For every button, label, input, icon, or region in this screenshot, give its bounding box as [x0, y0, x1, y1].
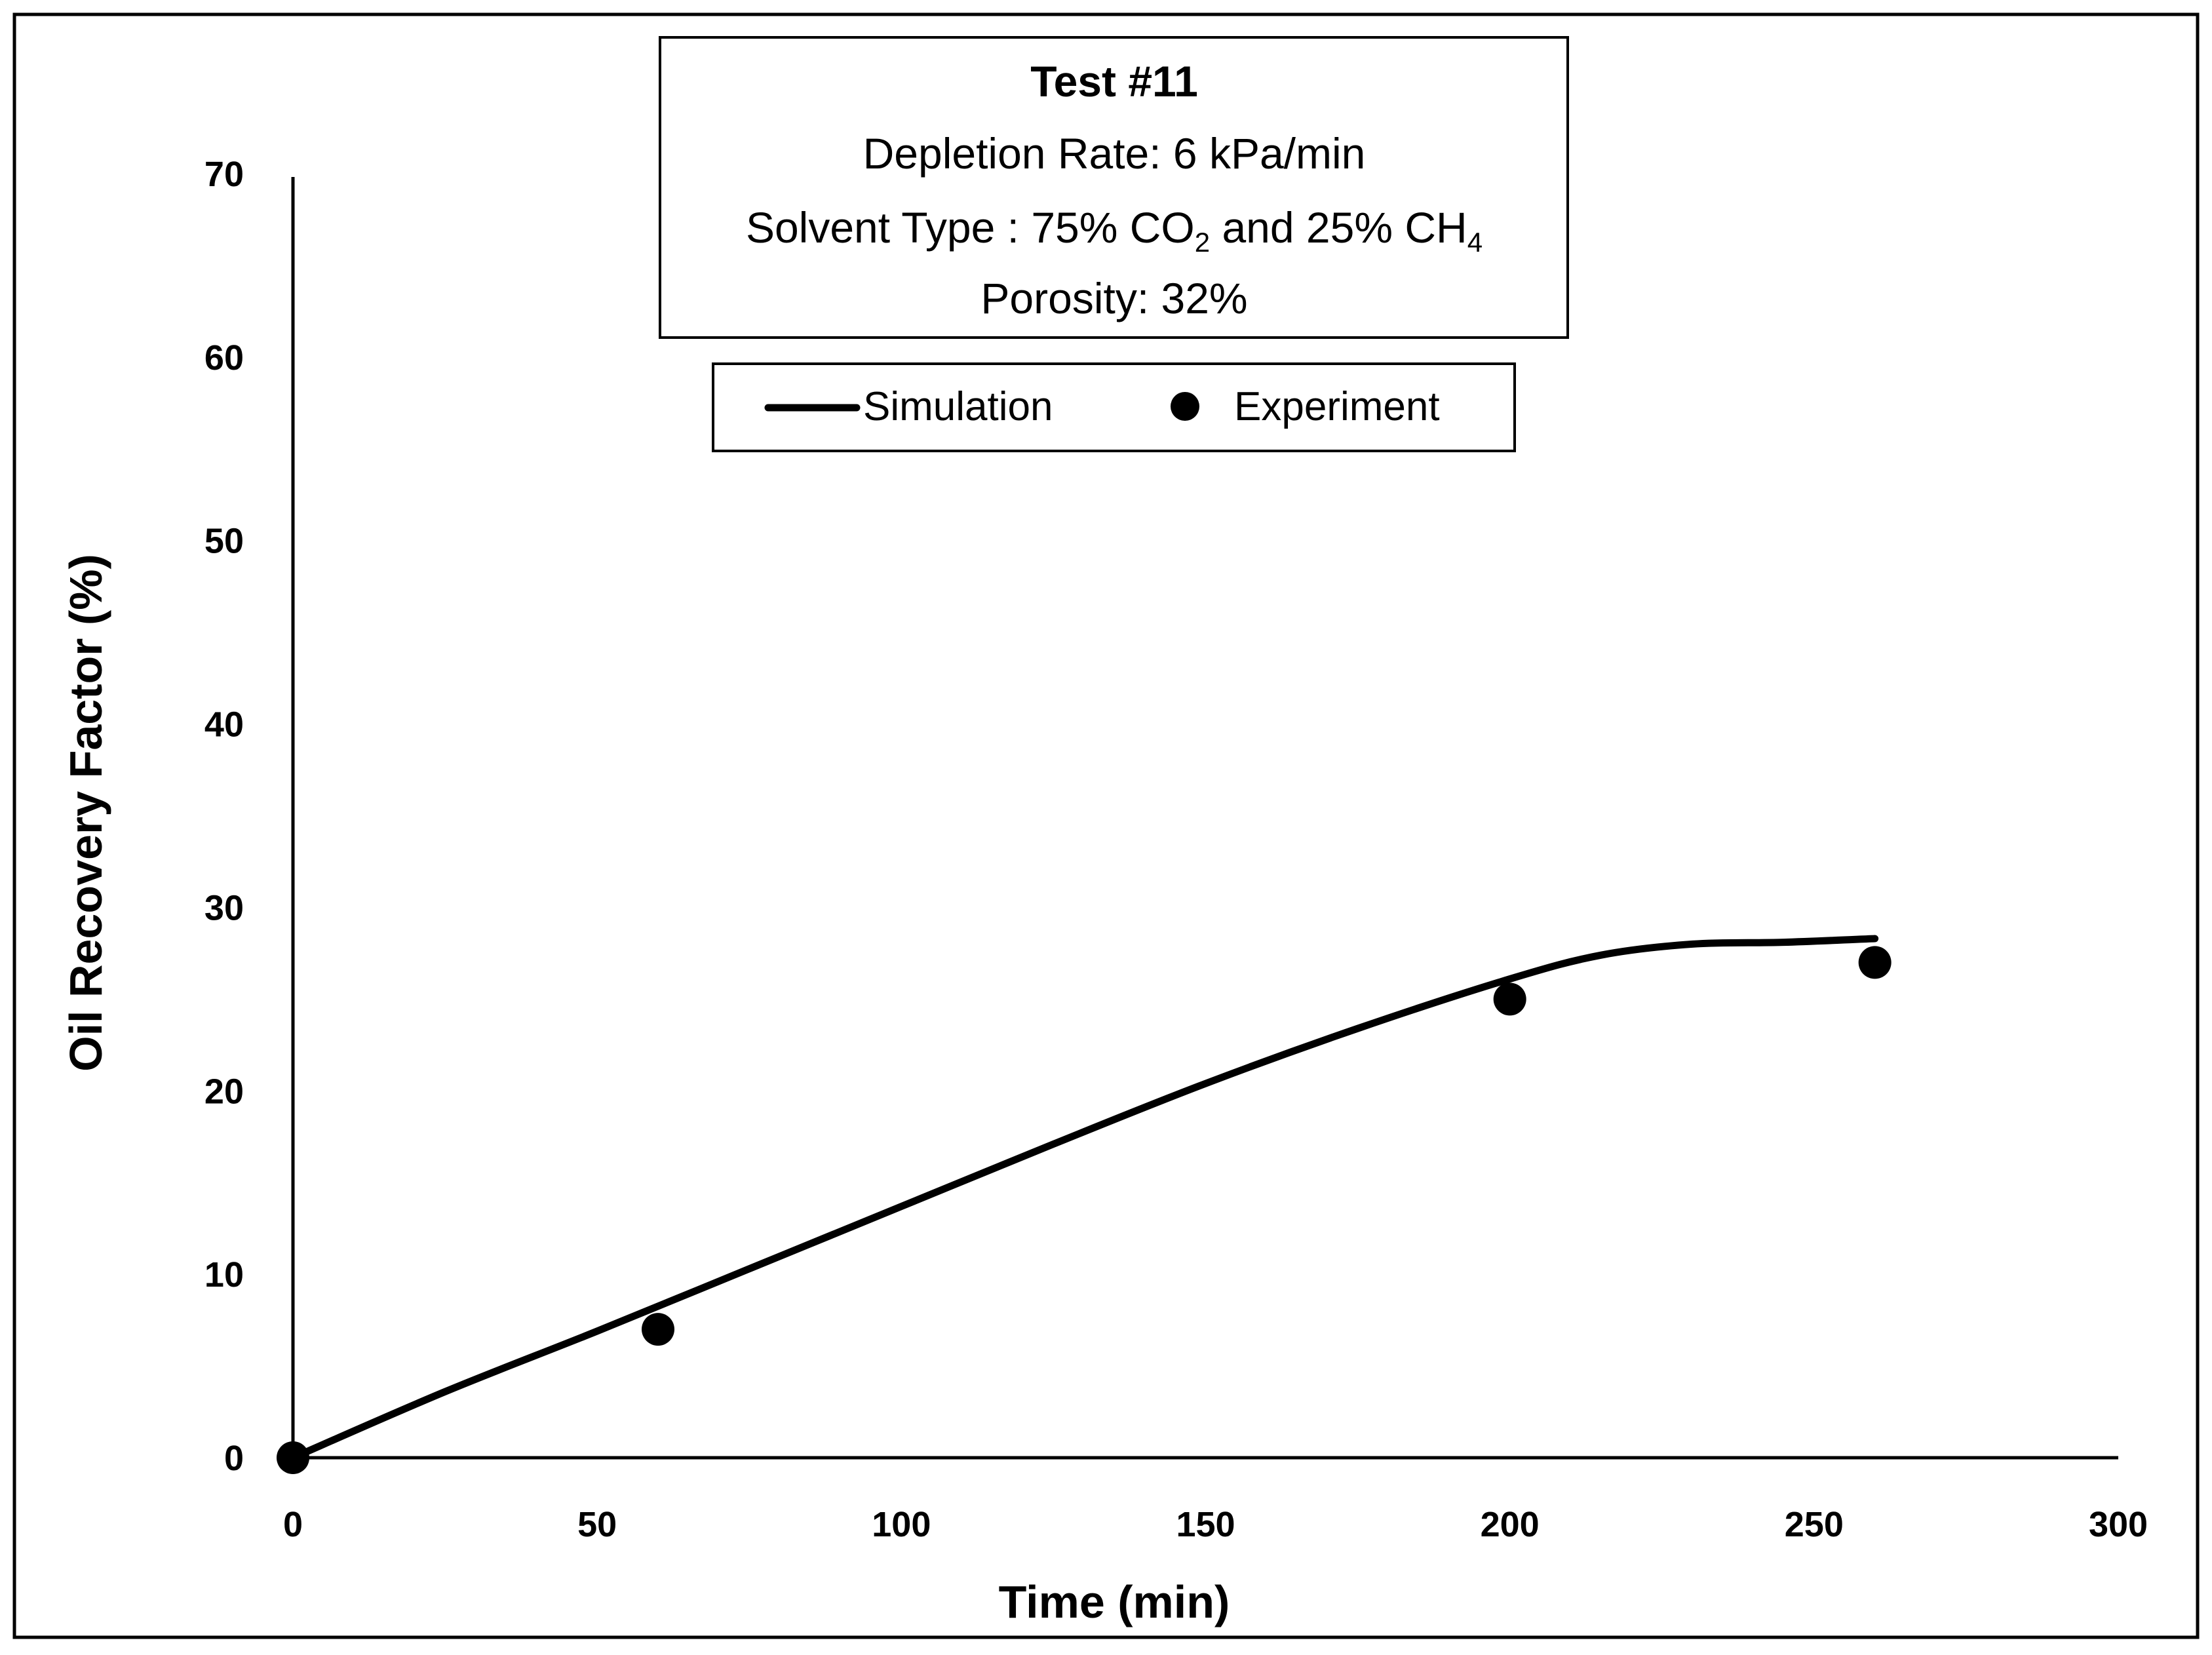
x-tick-label: 0 — [283, 1505, 303, 1544]
y-tick-label: 0 — [224, 1439, 244, 1478]
outer-frame — [12, 12, 2200, 1639]
solvent-subscript-ch4: 4 — [1467, 227, 1483, 258]
experiment-data-point — [1493, 983, 1526, 1016]
legend-frame — [712, 362, 1516, 452]
y-tick-label: 10 — [204, 1255, 244, 1295]
x-tick-label: 150 — [1176, 1505, 1235, 1544]
x-tick-label: 200 — [1481, 1505, 1540, 1544]
legend-simulation-label: Simulation — [863, 384, 1053, 429]
x-axis-title: Time (min) — [999, 1576, 1230, 1627]
legend: Simulation Experiment — [712, 362, 1516, 452]
experiment-data-point — [277, 1441, 309, 1474]
y-tick-label: 40 — [204, 705, 244, 745]
x-tick-label: 100 — [872, 1505, 931, 1544]
simulation-series-line — [289, 935, 1879, 1462]
info-title: Test #11 — [1030, 57, 1198, 106]
legend-experiment-label: Experiment — [1234, 384, 1440, 429]
y-tick-label: 60 — [204, 338, 244, 378]
info-solvent-type: Solvent Type : 75% CO2 and 25% CH4 — [746, 203, 1483, 258]
solvent-prefix: Solvent Type : 75% CO — [746, 203, 1195, 252]
info-porosity: Porosity: 32% — [980, 274, 1247, 322]
x-tick-labels: 0 50 100 150 200 250 300 — [283, 1505, 2148, 1544]
x-tick-label: 250 — [1785, 1505, 1844, 1544]
solvent-mid: and 25% CH — [1210, 203, 1467, 252]
info-depletion-rate: Depletion Rate: 6 kPa/min — [863, 129, 1366, 178]
plot-area — [277, 935, 1892, 1474]
y-tick-label: 20 — [204, 1072, 244, 1111]
experiment-data-point — [1858, 946, 1892, 979]
y-tick-label: 50 — [204, 522, 244, 561]
y-tick-labels: 0 10 20 30 40 50 60 70 — [204, 155, 244, 1478]
experiment-data-point — [642, 1313, 674, 1346]
x-tick-label: 50 — [577, 1505, 617, 1544]
y-tick-label: 30 — [204, 888, 244, 927]
y-tick-label: 70 — [204, 155, 244, 194]
y-axis-title: Oil Recovery Factor (%) — [60, 554, 111, 1072]
solvent-subscript-co2: 2 — [1195, 227, 1210, 258]
legend-experiment-marker — [1171, 392, 1199, 421]
x-tick-label: 300 — [2089, 1505, 2148, 1544]
info-box: Test #11 Depletion Rate: 6 kPa/min Solve… — [659, 36, 1569, 339]
info-box-frame — [659, 36, 1569, 339]
